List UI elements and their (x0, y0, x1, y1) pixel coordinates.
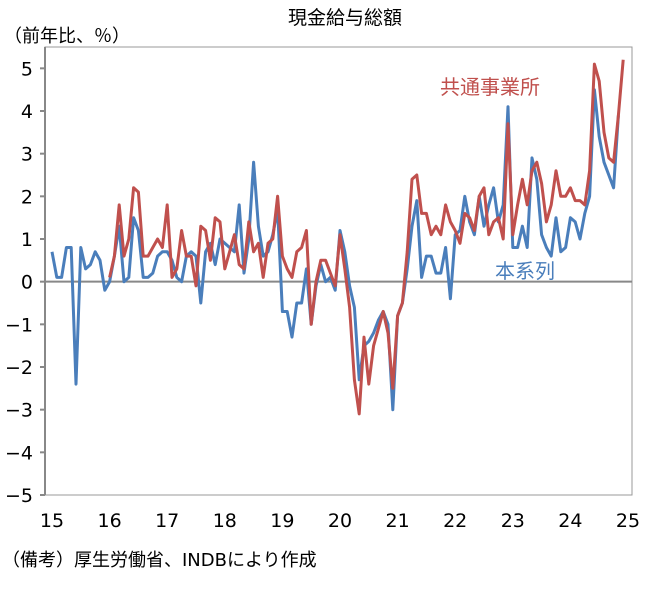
y-tick-label: 1 (21, 229, 33, 251)
series-line-kyotsu (108, 59, 625, 416)
x-tick-label: 15 (40, 510, 64, 532)
series-label-kyotsu: 共通事業所 (440, 75, 540, 99)
series-label-honkeiretsu: 本系列 (495, 259, 555, 283)
x-tick-label: 21 (386, 510, 410, 532)
x-tick-label: 25 (616, 510, 640, 532)
x-tick-label: 19 (270, 510, 294, 532)
footnote: （備考）厚生労働省、INDBにより作成 (2, 550, 317, 571)
x-tick-label: 20 (328, 510, 352, 532)
y-tick-label: −2 (5, 357, 33, 379)
chart-title: 現金給与総額 (288, 7, 402, 29)
x-tick-label: 17 (155, 510, 179, 532)
y-tick-label: −3 (5, 400, 33, 422)
y-axis-unit-label: （前年比、％） (4, 26, 130, 47)
y-tick-label: 0 (21, 272, 33, 294)
y-tick-label: 5 (21, 58, 33, 80)
y-tick-label: −1 (5, 314, 33, 336)
x-tick-label: 24 (558, 510, 582, 532)
y-tick-label: −5 (5, 485, 33, 507)
y-tick-label: 3 (21, 144, 33, 166)
x-tick-label: 23 (501, 510, 525, 532)
y-tick-label: 4 (21, 101, 33, 123)
y-tick-label: −4 (5, 442, 33, 464)
series-line-honkeiretsu (50, 88, 620, 412)
y-tick-label: 2 (21, 186, 33, 208)
x-tick-label: 16 (98, 510, 122, 532)
x-tick-label: 18 (213, 510, 237, 532)
x-tick-label: 22 (443, 510, 467, 532)
